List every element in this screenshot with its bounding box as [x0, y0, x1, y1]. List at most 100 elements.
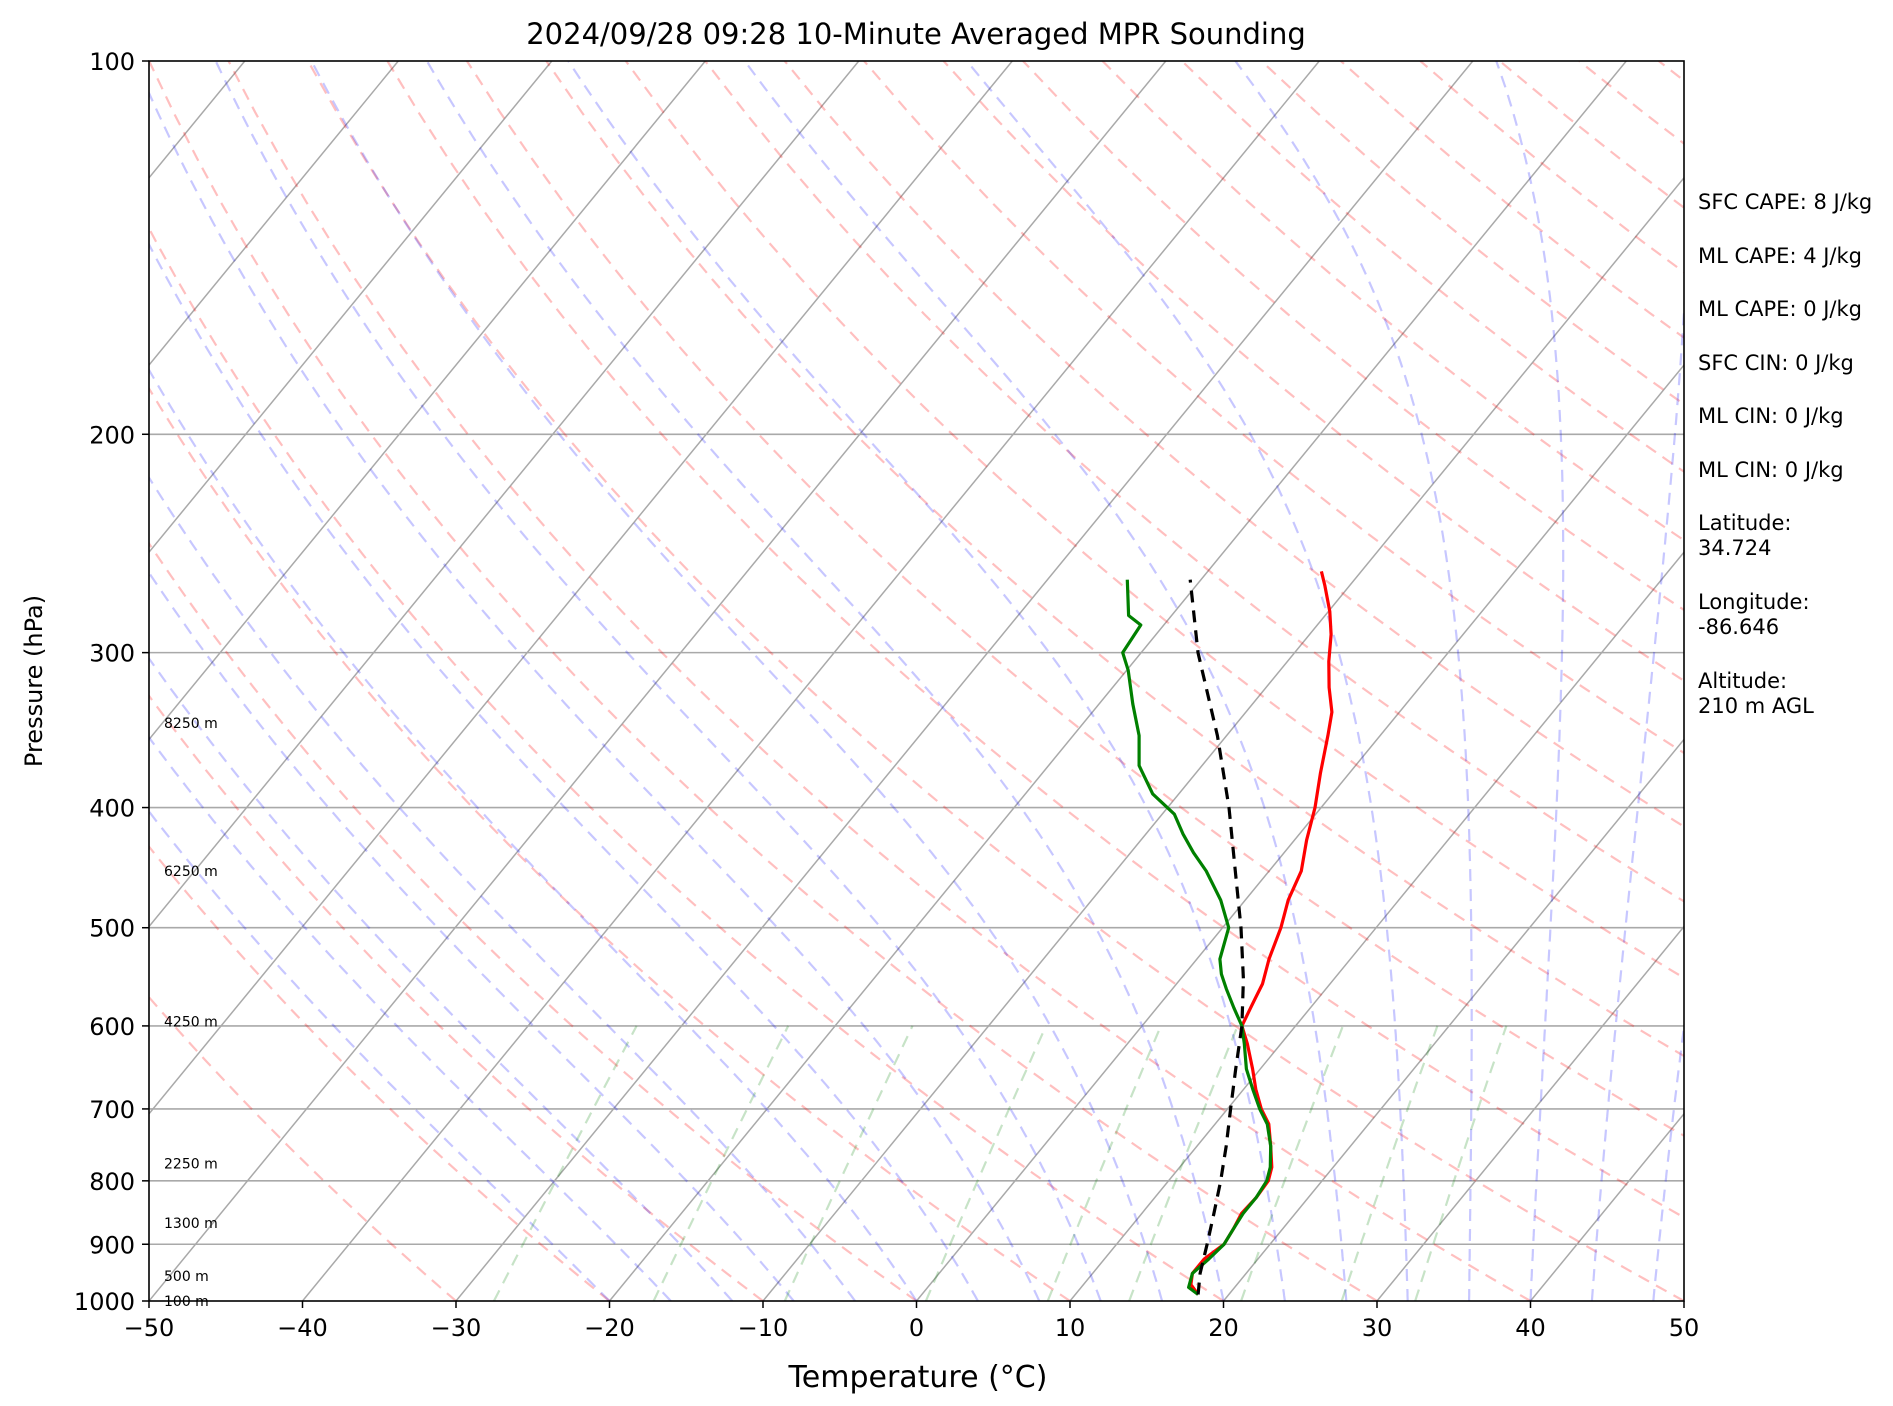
dewpoint-line — [1121, 579, 1273, 1296]
chart-title: 2024/09/28 09:28 10-Minute Averaged MPR … — [526, 17, 1306, 51]
moist-adiabat — [149, 656, 734, 1301]
moist-adiabat — [149, 809, 611, 1301]
dry-adiabat — [624, 61, 1684, 980]
sounding-series — [1121, 571, 1334, 1296]
dry-adiabat — [465, 61, 1684, 1138]
moist-adiabat — [149, 367, 918, 1301]
info-line: ML CAPE: 0 J/kg — [1698, 297, 1863, 321]
moist-adiabat — [149, 570, 795, 1301]
isotherm-line — [762, 176, 1684, 1301]
x-tick-label: −40 — [277, 1314, 328, 1342]
dry-adiabat — [149, 386, 1071, 1301]
x-tick-label: 40 — [1515, 1314, 1546, 1342]
mixing-ratio-line — [1046, 1025, 1162, 1301]
dry-adiabat — [942, 61, 1684, 683]
height-label: 1300 m — [164, 1216, 218, 1232]
moist-adiabat — [1652, 1018, 1684, 1301]
info-line: Longitude: -86.646 — [1698, 590, 1810, 639]
x-tick-label: 20 — [1208, 1314, 1239, 1342]
mixing-ratio-line — [1128, 1025, 1239, 1301]
mixing-ratio-line — [652, 1025, 790, 1301]
info-line: ML CIN: 0 J/kg — [1698, 404, 1844, 428]
y-tick-label: 700 — [89, 1096, 135, 1124]
x-tick-label: 10 — [1055, 1314, 1086, 1342]
info-line: SFC CIN: 0 J/kg — [1698, 351, 1854, 375]
dry-adiabat — [307, 61, 1684, 1301]
info-line: SFC CAPE: 8 J/kg — [1698, 190, 1873, 214]
isobar-grid — [149, 433, 1684, 1246]
dry-adiabat — [149, 995, 457, 1301]
y-tick-label: 100 — [89, 48, 135, 76]
mixing-ratio-line — [1240, 1025, 1344, 1301]
isotherm-line — [149, 61, 860, 928]
moist-adiabats — [149, 61, 1684, 1301]
moist-adiabat — [149, 735, 672, 1301]
dry-adiabat — [227, 61, 1532, 1301]
isotherm-line — [149, 61, 706, 741]
isotherm-line — [915, 363, 1684, 1301]
dry-adiabat — [149, 693, 764, 1301]
moist-adiabat — [743, 61, 1348, 1301]
height-labels: 100 m 500 m 1300 m 2250 m 4250 m 6250 m 8250 m — [164, 716, 218, 1310]
mixing-ratio-line — [1340, 1025, 1439, 1301]
dry-adiabat — [149, 541, 918, 1301]
y-axis-label: Pressure (hPa) — [20, 595, 48, 767]
info-line: Latitude: 34.724 — [1698, 511, 1792, 560]
x-tick-label: 50 — [1669, 1314, 1700, 1342]
dry-adiabats — [149, 61, 1684, 1301]
y-tick-label: 200 — [89, 421, 135, 449]
y-tick-label: 1000 — [74, 1288, 135, 1316]
mixing-ratio-line — [783, 1025, 914, 1301]
x-tick-label: −20 — [584, 1314, 635, 1342]
height-label: 4250 m — [164, 1014, 218, 1030]
height-label: 500 m — [164, 1269, 209, 1285]
dry-adiabat — [386, 61, 1684, 1219]
y-axis-ticks: 1000 900 800 700 600 500 400 300 200 100 — [74, 48, 149, 1316]
moist-adiabat — [149, 90, 1041, 1301]
moist-adiabat — [310, 61, 1164, 1301]
y-tick-label: 300 — [89, 640, 135, 668]
info-line: ML CIN: 0 J/kg — [1698, 458, 1844, 482]
dry-adiabat — [704, 61, 1684, 903]
isotherm-line — [149, 61, 553, 554]
x-axis-label: Temperature (°C) — [788, 1360, 1048, 1395]
y-tick-label: 900 — [89, 1231, 135, 1259]
mixing-ratio-line — [492, 1025, 638, 1301]
dry-adiabat — [149, 61, 1378, 1301]
isotherm-line — [1069, 551, 1684, 1301]
mixing-ratio-line — [1414, 1025, 1508, 1301]
mixing-ratio-lines — [492, 1025, 1508, 1301]
moist-adiabat — [1590, 293, 1684, 1301]
x-tick-label: 30 — [1362, 1314, 1393, 1342]
moist-adiabat — [965, 61, 1409, 1301]
moist-adiabat — [425, 61, 1225, 1301]
isotherm-line — [1376, 925, 1684, 1301]
y-tick-label: 400 — [89, 795, 135, 823]
height-label: 8250 m — [164, 716, 218, 732]
y-tick-label: 500 — [89, 915, 135, 943]
moist-adiabat — [1234, 61, 1473, 1301]
x-tick-label: −10 — [738, 1314, 789, 1342]
info-line: Altitude: 210 m AGL — [1698, 669, 1814, 718]
moist-adiabat — [214, 61, 1102, 1301]
moist-adiabat — [1495, 61, 1565, 1301]
isotherm-line — [1222, 738, 1684, 1301]
x-tick-label: −30 — [431, 1314, 482, 1342]
moist-adiabat — [567, 61, 1286, 1301]
dry-adiabat — [545, 61, 1684, 1058]
x-tick-label: −50 — [124, 1314, 175, 1342]
height-label: 100 m — [164, 1294, 209, 1310]
isotherm-line — [608, 61, 1627, 1301]
y-tick-label: 800 — [89, 1168, 135, 1196]
dry-adiabat — [149, 226, 1225, 1301]
isotherm-line — [149, 61, 399, 367]
moist-adiabat — [149, 242, 979, 1301]
x-tick-label: 0 — [909, 1314, 924, 1342]
x-axis-ticks: −50 −40 −30 −20 −10 0 10 20 30 40 50 — [124, 1301, 1700, 1342]
parcel-line — [1188, 579, 1245, 1295]
isotherm-line — [149, 61, 1167, 1301]
y-tick-label: 600 — [89, 1013, 135, 1041]
isotherm-line — [149, 61, 1013, 1115]
isotherm-line — [301, 61, 1320, 1301]
